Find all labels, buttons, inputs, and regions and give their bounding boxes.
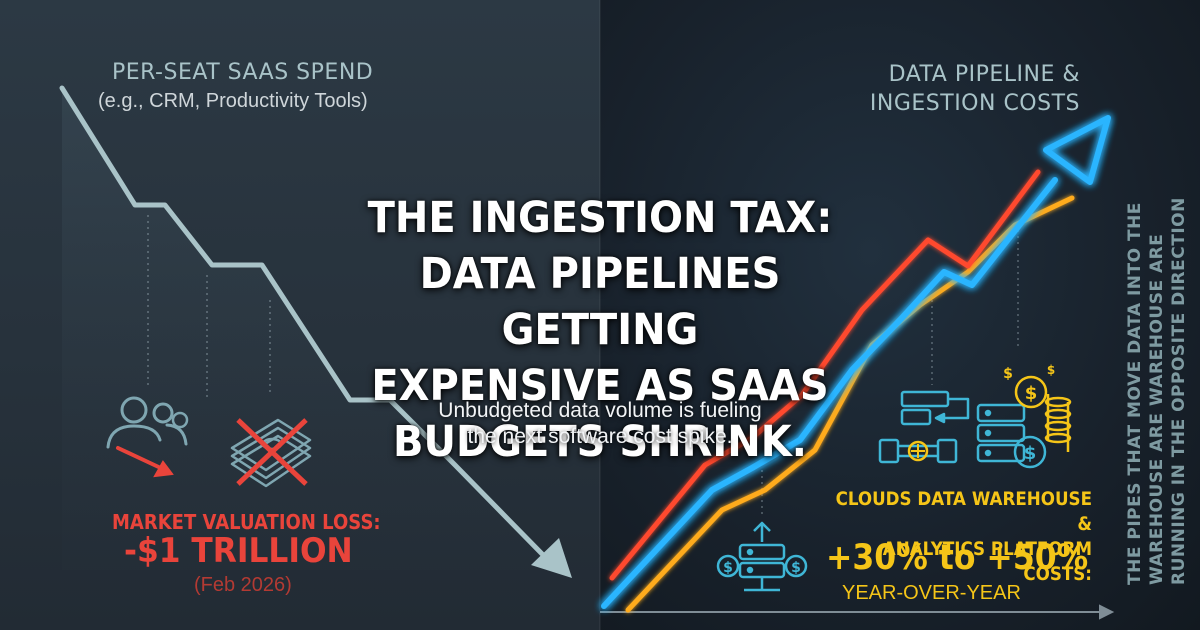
subline: Unbudgeted data volume is fueling the ne… [400, 398, 800, 450]
decline-line [59, 85, 551, 563]
valuation-loss-value: -$1 TRILLION [124, 531, 353, 571]
cost-label-line2: ANALYTICS PLATFORM COSTS: [882, 538, 1092, 585]
pipeline-icon [878, 390, 970, 464]
valuation-loss-label: MARKET VALUATION LOSS: [112, 510, 381, 534]
right-title-line2: INGESTION COSTS [869, 91, 1080, 116]
valuation-loss-date: (Feb 2026) [194, 574, 292, 596]
rising-arrowhead [1043, 115, 1111, 185]
headline-line3: EXPENSIVE AS SAAS [371, 361, 829, 411]
users-down-icon [106, 396, 189, 478]
right-panel [600, 0, 1200, 630]
cost-label-line1: CLOUDS DATA WAREHOUSE & [835, 488, 1092, 535]
vertical-note-line1: THE PIPES THAT MOVE DATA INTO THE [1125, 202, 1145, 585]
svg-text:$: $ [723, 560, 733, 576]
svg-text:$: $ [1003, 366, 1013, 382]
cost-period: YEAR-OVER-YEAR [842, 582, 1021, 604]
panel-divider [599, 0, 601, 630]
decline-arrowhead [531, 538, 572, 578]
cost-label: CLOUDS DATA WAREHOUSE & ANALYTICS PLATFO… [828, 487, 1092, 587]
headline-line2: DATA PIPELINES GETTING [419, 249, 781, 355]
headline: THE INGESTION TAX: DATA PIPELINES GETTIN… [358, 190, 842, 470]
right-title: DATA PIPELINE & INGESTION COSTS [820, 60, 1080, 118]
subline-line1: Unbudgeted data volume is fueling [438, 399, 762, 422]
rising-line-blue [601, 177, 1058, 609]
vertical-note: THE PIPES THAT MOVE DATA INTO THE WAREHO… [1120, 130, 1200, 600]
svg-text:$: $ [1047, 363, 1055, 377]
svg-text:$: $ [791, 560, 801, 576]
svg-text:$: $ [1025, 383, 1038, 404]
left-title: PER-SEAT SAAS SPEND [112, 60, 374, 85]
right-axes [600, 604, 1115, 620]
decline-area [62, 88, 555, 570]
left-subtitle: (e.g., CRM, Productivity Tools) [98, 90, 368, 112]
right-title-line1: DATA PIPELINE & [888, 62, 1080, 87]
svg-text:$: $ [1024, 443, 1037, 464]
headline-line4: BUDGETS SHRINK. [393, 417, 807, 467]
cost-increase-value: +30% to +50% [826, 538, 1089, 578]
server-coins-icon: $ $ $ $ [976, 363, 1072, 469]
subline-line2: the next software cost spike. [467, 425, 733, 448]
server-dollar-icon [716, 521, 808, 592]
vertical-note-line3: RUNNING IN THE OPPOSITE DIRECTION [1169, 197, 1189, 585]
rising-line-red [609, 169, 1041, 581]
headline-line1: THE INGESTION TAX: [367, 193, 833, 243]
vertical-note-line2: WAREHOUSE ARE WAREHOUSE ARE [1147, 234, 1167, 585]
cash-crossed-icon [230, 418, 312, 488]
